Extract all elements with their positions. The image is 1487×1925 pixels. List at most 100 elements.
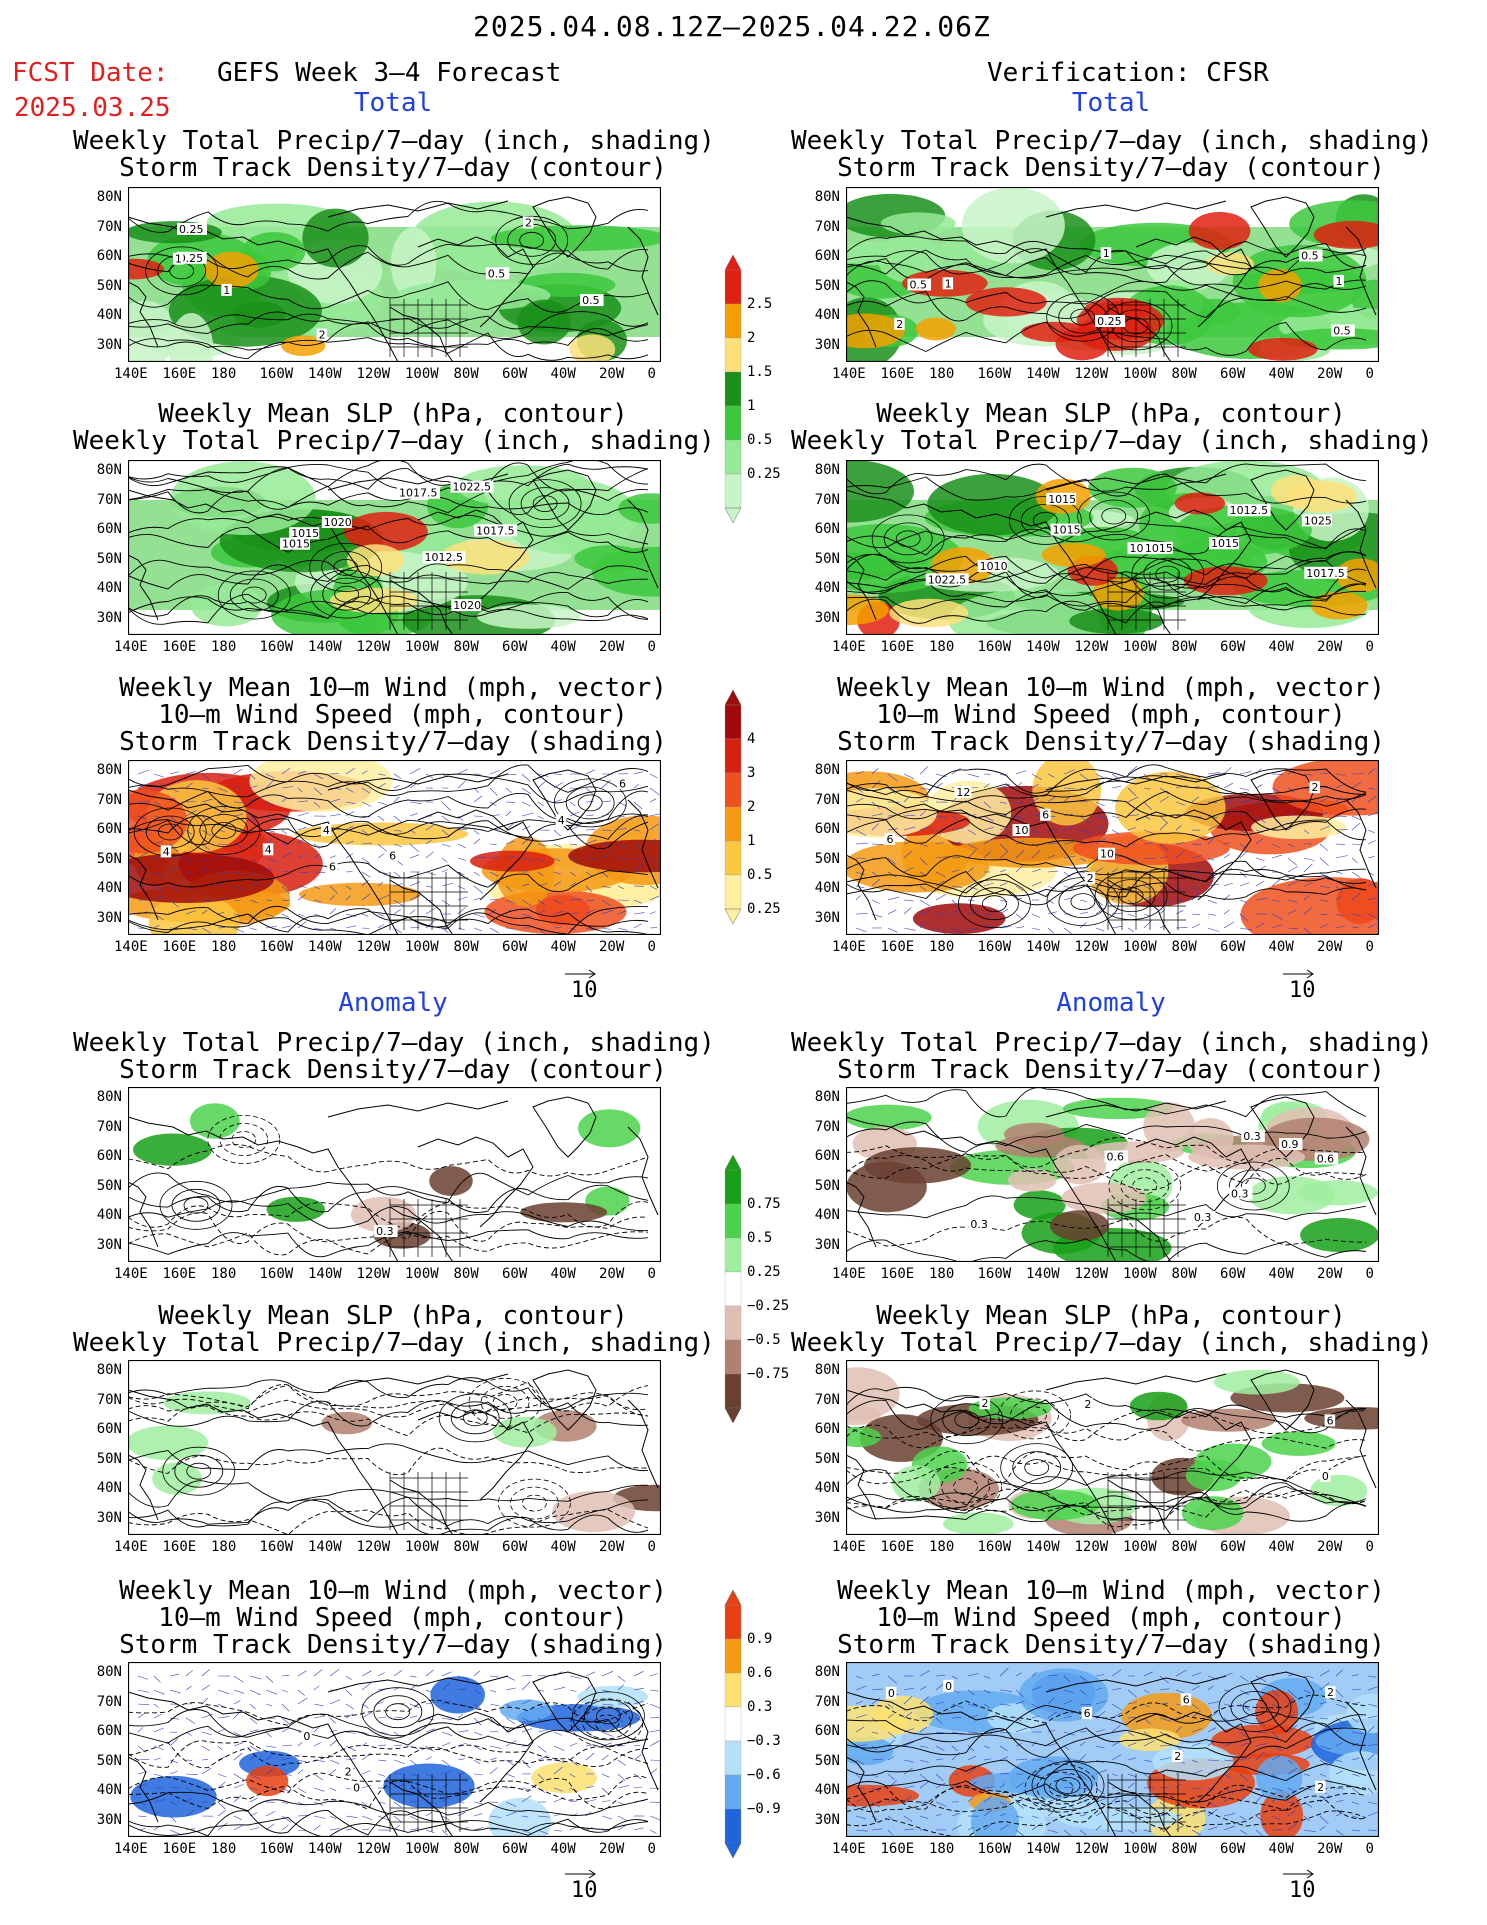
lat-label: 70N	[96, 491, 122, 508]
lon-label: 100W	[1123, 366, 1157, 382]
lon-label: 180	[211, 1539, 237, 1555]
contour-label: 10	[1015, 824, 1029, 837]
lon-label: 60W	[502, 1266, 528, 1282]
lon-label: 140E	[832, 1841, 866, 1857]
section-anomaly-right: Anomaly	[1056, 988, 1166, 1018]
lon-label: 20W	[599, 1539, 625, 1555]
contour-label: 0.6	[1317, 1153, 1335, 1166]
lon-label: 0	[1365, 1841, 1374, 1857]
lon-label: 160W	[977, 1266, 1012, 1282]
wind-reference-label: 10	[571, 978, 598, 1003]
lon-label: 40W	[1268, 639, 1294, 655]
lat-label: 40N	[96, 1782, 122, 1798]
lon-label: 120W	[356, 939, 391, 955]
lon-label: 20W	[599, 939, 625, 955]
contour-label: 0.3	[1194, 1211, 1212, 1224]
lat-label: 60N	[96, 1723, 122, 1739]
lat-label: 30N	[814, 336, 840, 353]
contour-label: 1	[223, 284, 230, 297]
lon-label: 140W	[308, 366, 342, 382]
colorbar-swatch	[724, 473, 742, 509]
wind-reference-arrow-icon	[565, 969, 596, 979]
lon-label: 140E	[114, 939, 148, 955]
colorbar-label: 0.5	[747, 1230, 773, 1246]
lon-label: 180	[929, 1841, 955, 1857]
lon-label: 20W	[599, 1841, 625, 1857]
contour-label: 2	[319, 329, 326, 342]
lon-label: 180	[929, 639, 955, 655]
contour-label: 1015	[291, 527, 319, 540]
lon-label: 40W	[550, 1539, 576, 1555]
lon-label: 100W	[1123, 639, 1157, 655]
lon-label: 120W	[356, 639, 391, 655]
lat-label: 70N	[96, 791, 122, 808]
lon-label: 140W	[1026, 366, 1060, 382]
lon-label: 0	[647, 366, 656, 382]
lon-label: 80W	[453, 1539, 479, 1555]
colorbar-swatch	[724, 874, 742, 910]
panel-title-l5: Weekly Mean SLP (hPa, contour) Weekly Tot…	[73, 1301, 715, 1358]
lon-label: 0	[1365, 639, 1374, 655]
lon-label: 140W	[1026, 639, 1060, 655]
colorbar-swatch	[724, 1740, 742, 1776]
contour-label: 1017.5	[476, 524, 514, 537]
lat-label: 70N	[814, 791, 840, 808]
contour-label: 2	[896, 318, 903, 331]
lon-label: 20W	[1317, 639, 1343, 655]
colorbar-swatch	[724, 1373, 742, 1409]
lon-label: 80W	[453, 1266, 479, 1282]
lon-label: 20W	[1317, 1539, 1343, 1555]
lon-label: 80W	[1171, 1539, 1197, 1555]
lat-label: 60N	[814, 821, 840, 837]
lon-label: 20W	[1317, 1841, 1343, 1857]
lon-label: 20W	[1317, 366, 1343, 382]
colorbar-swatch	[724, 405, 742, 441]
colorbar-swatch	[724, 1237, 742, 1273]
lat-label: 70N	[96, 1693, 122, 1710]
contour-label: 6	[389, 850, 396, 863]
colorbar-label: 1.5	[747, 364, 773, 380]
section-total-right: Total	[1071, 88, 1151, 118]
contour-label: 1015	[1211, 537, 1239, 550]
panel-title-r4: Weekly Total Precip/7–day (inch, shading…	[791, 1028, 1433, 1085]
lon-label: 160E	[162, 639, 197, 655]
colorbar-swatch	[724, 738, 742, 774]
contour-label: 10	[1100, 848, 1114, 861]
lon-label: 120W	[356, 366, 391, 382]
map-canvas: 0.6 0.3 0.6 0.9 0.3 0.3 0.3	[844, 1086, 1380, 1269]
colorbar-label: −0.3	[747, 1733, 781, 1749]
lon-label: 140W	[308, 1539, 342, 1555]
lat-label: 50N	[96, 1752, 122, 1769]
lat-label: 40N	[814, 580, 840, 596]
contour-label: 1	[175, 253, 182, 266]
panel-title-r3: Weekly Mean 10–m Wind (mph, vector) 10–m …	[837, 673, 1385, 757]
lon-label: 40W	[1268, 1539, 1294, 1555]
lon-label: 20W	[599, 366, 625, 382]
lat-label: 30N	[96, 1236, 122, 1253]
lat-label: 80N	[96, 1664, 122, 1680]
contour-label: 2	[1087, 872, 1094, 885]
contour-label: 1020	[324, 516, 352, 529]
map-canvas: 1017.5 1012.5 1020 1015 1022.5 1020 1015 1017.5	[127, 458, 718, 645]
lon-label: 60W	[502, 939, 528, 955]
lat-label: 60N	[96, 821, 122, 837]
lat-label: 30N	[814, 909, 840, 926]
lon-label: 180	[929, 1539, 955, 1555]
lat-label: 30N	[96, 1811, 122, 1828]
contour-label: 1022.5	[928, 573, 967, 586]
colorbar-label: 0.25	[747, 466, 781, 482]
lon-label: 120W	[356, 1266, 391, 1282]
contour-label: 0.3	[970, 1218, 988, 1231]
lon-label: 140E	[832, 939, 866, 955]
contour-label: 1015	[1048, 493, 1076, 506]
lon-label: 100W	[405, 1841, 439, 1857]
lat-label: 70N	[814, 491, 840, 508]
colorbar-label: −0.6	[747, 1767, 781, 1783]
colorbar-label: 0.25	[747, 1264, 781, 1280]
colorbar-swatch	[724, 1169, 742, 1205]
lon-label: 120W	[356, 1841, 391, 1857]
map-panel-l3: 6 4 6 4 4 4 6	[96, 750, 719, 953]
lon-label: 140E	[832, 1266, 866, 1282]
map-canvas: 6 4 6 4 4 4 6	[96, 750, 719, 953]
